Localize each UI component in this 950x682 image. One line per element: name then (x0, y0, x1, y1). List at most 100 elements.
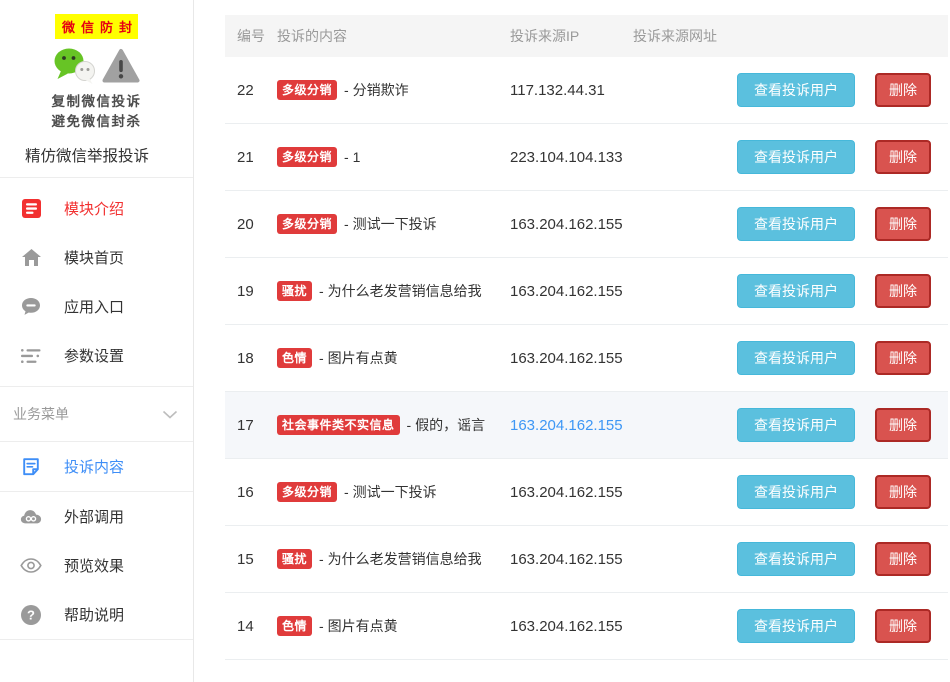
header-id: 编号 (237, 28, 265, 44)
delete-button[interactable]: 删除 (875, 475, 931, 509)
complaint-type-badge: 社会事件类不实信息 (277, 414, 400, 436)
table-row: 14 色情 - 图片有点黄 163.204.162.155 查看投诉用户 删除 (225, 593, 948, 660)
sidebar-item-label: 模块首页 (64, 250, 125, 268)
logo-icons (0, 44, 193, 92)
document-icon (20, 457, 42, 477)
view-complaint-user-button[interactable]: 查看投诉用户 (737, 274, 855, 308)
sidebar-item-module-intro[interactable]: 模块介绍 (0, 184, 193, 233)
table-row: 18 色情 - 图片有点黄 163.204.162.155 查看投诉用户 删除 (225, 325, 948, 392)
sidebar-item-external-call[interactable]: 外部调用 (0, 492, 193, 541)
row-actions: 查看投诉用户 删除 (737, 140, 931, 174)
row-id: 18 (237, 349, 254, 367)
view-complaint-user-button[interactable]: 查看投诉用户 (737, 341, 855, 375)
sidebar-item-label: 预览效果 (64, 558, 125, 576)
row-id: 19 (237, 282, 254, 300)
delete-button[interactable]: 删除 (875, 207, 931, 241)
row-ip: 163.204.162.155 (510, 349, 623, 367)
row-content: 骚扰 - 为什么老发营销信息给我 (277, 548, 510, 570)
menu-top: 模块介绍 模块首页 应用入口 (0, 178, 193, 386)
view-complaint-user-button[interactable]: 查看投诉用户 (737, 73, 855, 107)
view-complaint-user-button[interactable]: 查看投诉用户 (737, 542, 855, 576)
sidebar-item-help[interactable]: ? 帮助说明 (0, 590, 193, 639)
row-id: 15 (237, 550, 254, 568)
view-complaint-user-button[interactable]: 查看投诉用户 (737, 475, 855, 509)
table-row: 21 多级分销 - 1 223.104.104.133 查看投诉用户 删除 (225, 124, 948, 191)
logo: 微信防封 (0, 0, 193, 131)
complaint-text: - 测试一下投诉 (344, 483, 437, 500)
table-row: 15 骚扰 - 为什么老发营销信息给我 163.204.162.155 查看投诉… (225, 526, 948, 593)
row-content: 多级分销 - 测试一下投诉 (277, 213, 510, 235)
warning-icon (102, 48, 140, 89)
sidebar-item-preview[interactable]: 预览效果 (0, 541, 193, 590)
row-id: 20 (237, 215, 254, 233)
row-actions: 查看投诉用户 删除 (737, 73, 931, 107)
row-content: 社会事件类不实信息 - 假的，谣言 (277, 414, 510, 436)
chevron-down-icon (162, 406, 178, 422)
sidebar-item-app-entry[interactable]: 应用入口 (0, 282, 193, 331)
row-ip: 163.204.162.155 (510, 282, 623, 300)
complaint-text: - 测试一下投诉 (344, 215, 437, 232)
logo-slogan-line1: 复制微信投诉 (51, 94, 142, 109)
delete-button[interactable]: 删除 (875, 274, 931, 308)
complaint-text: - 1 (344, 148, 361, 165)
sidebar-item-module-home[interactable]: 模块首页 (0, 233, 193, 282)
sidebar-item-label: 外部调用 (64, 509, 125, 527)
complaint-text: - 假的，谣言 (406, 416, 486, 433)
view-complaint-user-button[interactable]: 查看投诉用户 (737, 140, 855, 174)
row-id: 22 (237, 81, 254, 99)
list-red-icon (20, 199, 42, 219)
row-ip: 163.204.162.155 (510, 483, 623, 501)
complaint-type-badge: 多级分销 (277, 146, 338, 168)
delete-button[interactable]: 删除 (875, 609, 931, 643)
complaint-text: - 分销欺诈 (344, 81, 409, 98)
logo-banner: 微信防封 (54, 14, 138, 39)
view-complaint-user-button[interactable]: 查看投诉用户 (737, 609, 855, 643)
table-row: 17 社会事件类不实信息 - 假的，谣言 163.204.162.155 查看投… (225, 392, 948, 459)
divider (0, 177, 193, 179)
row-actions: 查看投诉用户 删除 (737, 274, 931, 308)
sidebar-item-params[interactable]: 参数设置 (0, 331, 193, 380)
logo-slogan-line2: 避免微信封杀 (51, 113, 142, 129)
table-row: 19 骚扰 - 为什么老发营销信息给我 163.204.162.155 查看投诉… (225, 258, 948, 325)
section-label: 业务菜单 (13, 406, 69, 423)
header-url: 投诉来源网址 (633, 28, 717, 44)
delete-button[interactable]: 删除 (875, 73, 931, 107)
row-ip: 223.104.104.133 (510, 148, 623, 166)
row-content: 骚扰 - 为什么老发营销信息给我 (277, 280, 510, 302)
complaint-text: - 图片有点黄 (319, 617, 398, 634)
sidebar-item-label: 模块介绍 (64, 201, 125, 219)
wechat-icon (53, 46, 97, 91)
complaint-text: - 为什么老发营销信息给我 (319, 282, 482, 299)
complaint-type-badge: 色情 (277, 615, 313, 637)
row-ip: 117.132.44.31 (510, 81, 605, 99)
view-complaint-user-button[interactable]: 查看投诉用户 (737, 207, 855, 241)
complaints-table: 编号 投诉的内容 投诉来源IP 投诉来源网址 22 多级分销 - 分销欺诈 11… (225, 15, 948, 660)
table-row: 16 多级分销 - 测试一下投诉 163.204.162.155 查看投诉用户 … (225, 459, 948, 526)
question-icon: ? (20, 604, 42, 625)
delete-button[interactable]: 删除 (875, 408, 931, 442)
sidebar-item-label: 帮助说明 (64, 607, 125, 625)
table-header: 编号 投诉的内容 投诉来源IP 投诉来源网址 (225, 15, 948, 57)
row-actions: 查看投诉用户 删除 (737, 609, 931, 643)
sidebar-section-business-menu[interactable]: 业务菜单 (0, 387, 193, 441)
row-ip[interactable]: 163.204.162.155 (510, 416, 623, 434)
row-content: 色情 - 图片有点黄 (277, 347, 510, 369)
row-id: 21 (237, 148, 254, 166)
complaint-text: - 图片有点黄 (319, 349, 398, 366)
sidebar: 微信防封 (0, 0, 194, 682)
row-id: 17 (237, 416, 254, 434)
row-ip: 163.204.162.155 (510, 215, 623, 233)
row-content: 多级分销 - 1 (277, 146, 510, 168)
sidebar-item-complaint-content[interactable]: 投诉内容 (0, 442, 193, 491)
delete-button[interactable]: 删除 (875, 542, 931, 576)
delete-button[interactable]: 删除 (875, 341, 931, 375)
row-id: 14 (237, 617, 254, 635)
delete-button[interactable]: 删除 (875, 140, 931, 174)
divider (0, 491, 193, 493)
view-complaint-user-button[interactable]: 查看投诉用户 (737, 408, 855, 442)
complaint-type-badge: 多级分销 (277, 481, 338, 503)
divider (0, 441, 193, 443)
home-icon (20, 248, 42, 267)
sidebar-title: 精仿微信举报投诉 (25, 148, 150, 166)
